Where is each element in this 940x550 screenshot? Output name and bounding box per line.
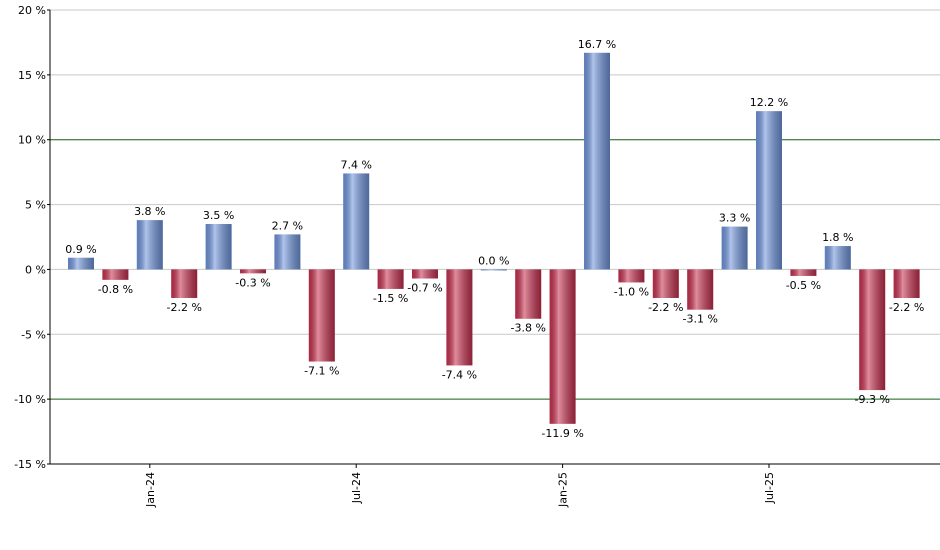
y-tick-label: 20 % [18,4,46,17]
bar-shine [618,269,645,283]
x-tick-label: Jul-25 [763,472,776,504]
value-label: 1.8 % [822,231,853,244]
y-tick-label: -10 % [14,393,46,406]
y-tick-label: 15 % [18,69,46,82]
value-label: -1.5 % [373,292,408,305]
value-label: 3.8 % [134,205,165,218]
bar-shine [515,269,542,319]
bar-shine [308,269,335,362]
value-label: 16.7 % [578,38,616,51]
bar-shine [136,220,163,270]
bar-shine [480,269,507,271]
bar-shine [584,52,610,270]
x-tick-label: Jan-25 [557,472,570,508]
bar-shine [171,269,198,298]
bar-shine [240,269,266,274]
value-label: -3.1 % [682,313,717,326]
y-tick-label: 5 % [25,199,46,212]
bar-shine [68,257,94,270]
value-label: -2.2 % [889,301,924,314]
bar-shine [377,269,404,289]
bar-shine [274,234,301,270]
value-label: -0.7 % [407,282,442,295]
bar-shine [205,224,232,270]
bar-shine [652,269,679,298]
bar-shine [102,269,129,280]
value-label: 3.5 % [203,209,234,222]
value-label: -0.5 % [786,279,821,292]
value-label: 7.4 % [340,158,371,171]
bar-shine [756,111,782,270]
bar-shine [687,269,714,310]
y-tick-label: 0 % [25,263,46,276]
value-label: -1.0 % [614,285,649,298]
y-tick-label: -5 % [21,328,46,341]
bar-shine [446,269,473,366]
value-label: 12.2 % [750,96,788,109]
value-label: -2.2 % [166,301,201,314]
value-label: -0.3 % [235,276,270,289]
value-label: -9.3 % [854,393,889,406]
bar-shine [824,246,851,270]
value-label: -2.2 % [648,301,683,314]
value-label: -0.8 % [98,283,133,296]
x-tick-label: Jul-24 [350,472,363,504]
value-label: 3.3 % [719,212,750,225]
value-label: -7.4 % [442,368,477,381]
x-tick-label: Jan-24 [144,472,157,508]
value-label: -3.8 % [510,322,545,335]
bar-shine [790,269,817,276]
value-label: 0.0 % [478,254,509,267]
bar-shine [549,269,576,424]
y-tick-label: -15 % [14,458,46,471]
value-label: -11.9 % [541,427,583,440]
bar-shine [859,269,886,391]
y-tick-label: 10 % [18,134,46,147]
bar-shine [343,173,370,270]
bar-shine [412,269,438,279]
value-label: 0.9 % [65,243,96,256]
bar-shine [893,269,920,298]
bar-shine [721,226,748,270]
value-label: -7.1 % [304,365,339,378]
value-label: 2.7 % [272,219,303,232]
